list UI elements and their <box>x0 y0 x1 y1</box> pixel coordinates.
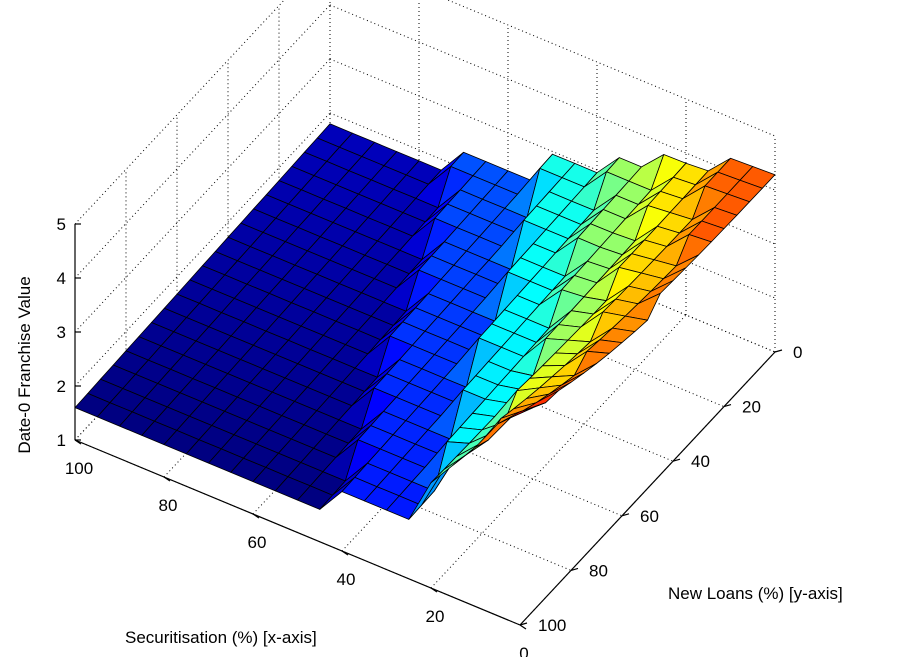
x-tick-mark <box>163 476 171 482</box>
grid-line <box>446 0 776 137</box>
y-tick-label: 20 <box>742 398 761 417</box>
x-tick-label: 20 <box>426 607 445 626</box>
x-tick-label: 0 <box>519 644 528 657</box>
x-axis-label: Securitisation (%) [x-axis] <box>125 628 317 647</box>
surface-cell <box>497 407 534 425</box>
z-tick-label: 3 <box>57 323 66 342</box>
grid-line <box>329 58 776 245</box>
z-tick-label: 5 <box>57 215 66 234</box>
x-tick-mark <box>74 439 82 445</box>
y-tick-mark <box>621 513 630 517</box>
y-tick-mark <box>519 622 528 626</box>
z-tick-label: 4 <box>57 269 66 288</box>
x-axis-line <box>74 439 521 626</box>
y-tick-label: 100 <box>538 616 566 635</box>
z-tick-label: 1 <box>57 431 66 450</box>
x-tick-mark <box>341 550 349 556</box>
x-tick-mark <box>430 587 438 593</box>
x-tick-mark <box>252 513 260 519</box>
x-tick-label: 100 <box>65 459 93 478</box>
y-tick-label: 60 <box>640 507 659 526</box>
y-axis-line <box>519 351 776 626</box>
grid-line <box>329 4 776 191</box>
x-tick-label: 60 <box>248 533 267 552</box>
surface-mesh <box>74 123 776 520</box>
y-tick-mark <box>774 349 783 353</box>
y-tick-mark <box>570 567 579 571</box>
y-tick-mark <box>723 404 732 408</box>
z-tick-label: 2 <box>57 377 66 396</box>
z-axis-label: Date-0 Franchise Value <box>15 276 34 453</box>
y-axis-label: New Loans (%) [y-axis] <box>668 584 843 603</box>
y-tick-label: 0 <box>793 343 802 362</box>
y-tick-label: 80 <box>589 561 608 580</box>
x-tick-mark <box>519 624 527 630</box>
y-tick-label: 40 <box>691 452 710 471</box>
y-tick-mark <box>672 458 681 462</box>
tick-labels: 0 20 40 60 80 100 0 20 40 60 80 100 1 2 3 4 5 <box>57 215 803 657</box>
x-tick-label: 80 <box>159 496 178 515</box>
x-tick-label: 40 <box>337 570 356 589</box>
